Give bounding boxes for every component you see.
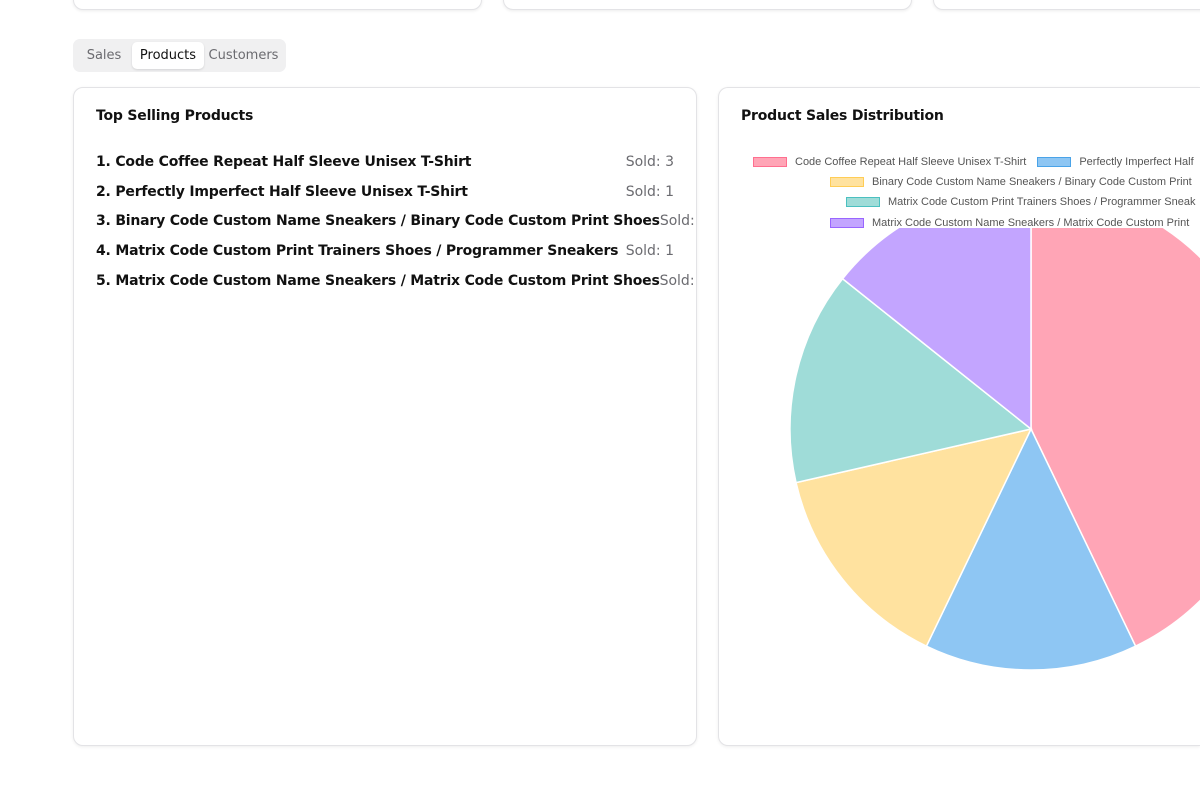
legend-swatch bbox=[1037, 157, 1072, 167]
legend-swatch bbox=[753, 157, 787, 167]
list-item: 1. Code Coffee Repeat Half Sleeve Unisex… bbox=[96, 147, 674, 177]
pie-slice[interactable] bbox=[1030, 228, 1200, 648]
legend-swatch bbox=[846, 197, 880, 207]
product-name: 2. Perfectly Imperfect Half Sleeve Unise… bbox=[96, 183, 468, 200]
legend-item[interactable]: Perfectly Imperfect Half bbox=[1037, 156, 1194, 168]
tab-customers[interactable]: Customers bbox=[208, 48, 279, 63]
product-sold-count: Sold: 3 bbox=[625, 153, 674, 170]
chart-legend-row-1: Code Coffee Repeat Half Sleeve Unisex T-… bbox=[753, 155, 1200, 169]
sales-distribution-card: Product Sales Distribution Code Coffee R… bbox=[718, 87, 1200, 746]
legend-label: Matrix Code Custom Name Sneakers / Matri… bbox=[872, 217, 1190, 229]
pie-slice[interactable] bbox=[795, 427, 1033, 648]
legend-item[interactable]: Code Coffee Repeat Half Sleeve Unisex T-… bbox=[753, 156, 1026, 168]
legend-label: Perfectly Imperfect Half bbox=[1079, 156, 1194, 168]
legend-item[interactable]: Matrix Code Custom Name Sneakers / Matri… bbox=[830, 217, 1189, 229]
product-name: 5. Matrix Code Custom Name Sneakers / Ma… bbox=[96, 272, 660, 289]
legend-item[interactable]: Binary Code Custom Name Sneakers / Binar… bbox=[830, 176, 1192, 188]
pie-slice[interactable] bbox=[789, 277, 1033, 484]
chart-legend-row-3: Matrix Code Custom Print Trainers Shoes … bbox=[846, 195, 1200, 209]
list-item: 5. Matrix Code Custom Name Sneakers / Ma… bbox=[96, 266, 696, 296]
list-item: 4. Matrix Code Custom Print Trainers Sho… bbox=[96, 236, 674, 266]
summary-card-3 bbox=[933, 0, 1200, 10]
legend-label: Code Coffee Repeat Half Sleeve Unisex T-… bbox=[795, 156, 1027, 168]
pie-slice[interactable] bbox=[925, 427, 1137, 671]
legend-swatch bbox=[830, 177, 864, 187]
summary-card-1 bbox=[73, 0, 482, 10]
top-products-title: Top Selling Products bbox=[96, 108, 254, 124]
legend-label: Binary Code Custom Name Sneakers / Binar… bbox=[872, 176, 1192, 188]
tab-products[interactable]: Products bbox=[132, 42, 204, 69]
product-sold-count: Sold: 1 bbox=[625, 242, 674, 259]
legend-label: Matrix Code Custom Print Trainers Shoes … bbox=[888, 196, 1196, 208]
product-sold-count: Sold: 1 bbox=[659, 213, 696, 230]
sales-distribution-pie-chart bbox=[789, 228, 1200, 671]
product-sold-count: Sold: 1 bbox=[625, 183, 674, 200]
top-products-list: 1. Code Coffee Repeat Half Sleeve Unisex… bbox=[96, 147, 696, 296]
tab-sales[interactable]: Sales bbox=[86, 48, 122, 63]
chart-legend-row-2: Binary Code Custom Name Sneakers / Binar… bbox=[830, 175, 1200, 189]
product-name: 3. Binary Code Custom Name Sneakers / Bi… bbox=[96, 213, 660, 230]
product-name: 1. Code Coffee Repeat Half Sleeve Unisex… bbox=[96, 153, 472, 170]
legend-swatch bbox=[830, 218, 864, 228]
distribution-title: Product Sales Distribution bbox=[741, 108, 944, 124]
list-item: 3. Binary Code Custom Name Sneakers / Bi… bbox=[96, 206, 696, 236]
summary-card-2 bbox=[503, 0, 912, 10]
pie-slice[interactable] bbox=[841, 228, 1032, 431]
chart-legend-row-4: Matrix Code Custom Name Sneakers / Matri… bbox=[830, 216, 1200, 230]
legend-item[interactable]: Matrix Code Custom Print Trainers Shoes … bbox=[846, 196, 1196, 208]
product-name: 4. Matrix Code Custom Print Trainers Sho… bbox=[96, 242, 619, 259]
top-products-card: Top Selling Products 1. Code Coffee Repe… bbox=[73, 87, 697, 746]
list-item: 2. Perfectly Imperfect Half Sleeve Unise… bbox=[96, 177, 674, 207]
report-tabs: Sales Products Customers bbox=[73, 39, 286, 72]
product-sold-count: Sold: 1 bbox=[659, 272, 696, 289]
